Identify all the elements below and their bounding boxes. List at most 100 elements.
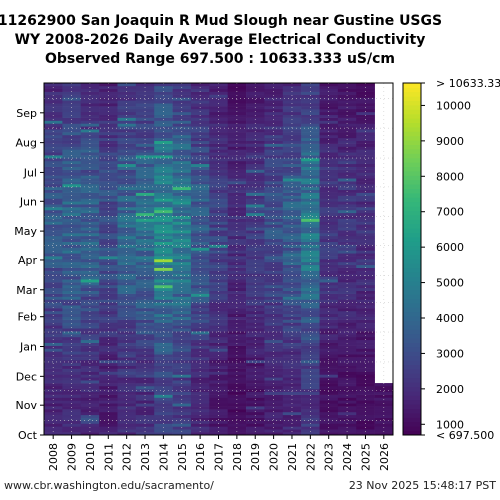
heatmap-cell — [227, 429, 247, 433]
heatmap-cell — [99, 371, 118, 375]
heatmap-cell — [80, 339, 100, 343]
heatmap-cell — [227, 414, 247, 418]
heatmap-cell — [117, 287, 137, 292]
heatmap-cell — [154, 383, 173, 387]
heatmap-cell — [301, 325, 320, 329]
heatmap-cell — [209, 146, 228, 150]
heatmap-cell — [80, 134, 100, 139]
heatmap-cell — [227, 411, 247, 416]
heatmap-cell — [301, 192, 320, 196]
heatmap-cell — [80, 351, 100, 355]
heatmap-cell — [301, 276, 320, 280]
x-tick-label: 2011 — [102, 443, 115, 471]
heatmap-cell — [135, 155, 155, 159]
heatmap-cell — [337, 380, 357, 384]
heatmap-cell — [62, 362, 82, 367]
heatmap-cell — [282, 259, 302, 263]
heatmap-cell — [227, 331, 247, 335]
heatmap-cell — [301, 290, 320, 294]
heatmap-cell — [135, 166, 155, 170]
heatmap-cell — [99, 328, 118, 332]
heatmap-cell — [356, 339, 375, 343]
heatmap-cell — [44, 108, 63, 113]
heatmap-cell — [117, 409, 137, 413]
heatmap-cell — [301, 270, 320, 274]
heatmap-cell — [356, 111, 375, 116]
colorbar-segment — [403, 105, 421, 110]
heatmap-cell — [117, 322, 137, 326]
heatmap-cell — [319, 218, 339, 222]
heatmap-cell — [282, 114, 302, 118]
heatmap-cell — [135, 94, 155, 98]
heatmap-cell — [154, 299, 173, 303]
heatmap-cell — [154, 403, 173, 407]
heatmap-cell — [264, 111, 284, 116]
heatmap-cell — [172, 108, 192, 113]
heatmap-cell — [319, 336, 339, 341]
heatmap-cell — [172, 383, 192, 387]
heatmap-cell — [80, 256, 100, 260]
heatmap-cell — [301, 299, 320, 303]
heatmap-cell — [44, 284, 63, 289]
colorbar-segment — [403, 347, 421, 352]
heatmap-cell — [337, 224, 357, 228]
heatmap-cell — [80, 357, 100, 361]
heatmap-cell — [246, 357, 265, 361]
heatmap-cell — [135, 204, 155, 208]
x-tick-label: 2017 — [213, 443, 226, 471]
heatmap-cell — [356, 432, 375, 436]
heatmap-cell — [62, 409, 82, 413]
heatmap-cell — [117, 143, 137, 147]
heatmap-cell — [264, 267, 284, 271]
heatmap-cell — [190, 411, 210, 416]
colorbar-segment — [403, 223, 421, 229]
heatmap-cell — [209, 91, 228, 95]
heatmap-cell — [264, 432, 284, 436]
heatmap-cell — [246, 409, 265, 413]
heatmap-cell — [301, 183, 320, 188]
heatmap-cell — [135, 140, 155, 144]
heatmap-cell — [117, 244, 137, 248]
heatmap-cell — [99, 256, 118, 260]
heatmap-cell — [319, 192, 339, 196]
heatmap-cell — [227, 423, 247, 427]
heatmap-cell — [337, 374, 357, 378]
heatmap-cell — [62, 276, 82, 280]
heatmap-cell — [209, 284, 228, 289]
heatmap-cell — [154, 103, 173, 107]
heatmap-cell — [337, 325, 357, 329]
heatmap-cell — [117, 420, 137, 424]
heatmap-cell — [117, 160, 137, 165]
heatmap-cell — [337, 342, 357, 346]
heatmap-cell — [246, 238, 265, 242]
heatmap-cell — [282, 284, 302, 289]
heatmap-cell — [337, 284, 357, 289]
heatmap-cell — [117, 267, 137, 271]
heatmap-cell — [135, 88, 155, 92]
heatmap-cell — [135, 362, 155, 367]
heatmap-cell — [190, 420, 210, 424]
heatmap-cell — [319, 322, 339, 326]
heatmap-cell — [264, 149, 284, 153]
heatmap-cell — [337, 166, 357, 170]
colorbar-segment — [403, 294, 421, 299]
heatmap-cell — [99, 267, 118, 271]
heatmap-cell — [44, 195, 63, 199]
heatmap-cell — [246, 299, 265, 303]
heatmap-cell — [319, 342, 339, 346]
heatmap-cell — [172, 296, 192, 300]
heatmap-cell — [62, 183, 82, 188]
heatmap-cell — [282, 374, 302, 378]
heatmap-cell — [264, 83, 284, 87]
heatmap-cell — [319, 409, 339, 413]
heatmap-cell — [319, 235, 339, 240]
heatmap-cell — [62, 414, 82, 418]
heatmap-cell — [154, 152, 173, 156]
heatmap-cell — [44, 129, 63, 133]
heatmap-cell — [80, 207, 100, 211]
heatmap-cell — [227, 409, 247, 413]
heatmap-cell — [44, 351, 63, 355]
heatmap-cell — [246, 290, 265, 294]
heatmap-cell — [172, 357, 192, 361]
heatmap-cell — [80, 227, 100, 231]
